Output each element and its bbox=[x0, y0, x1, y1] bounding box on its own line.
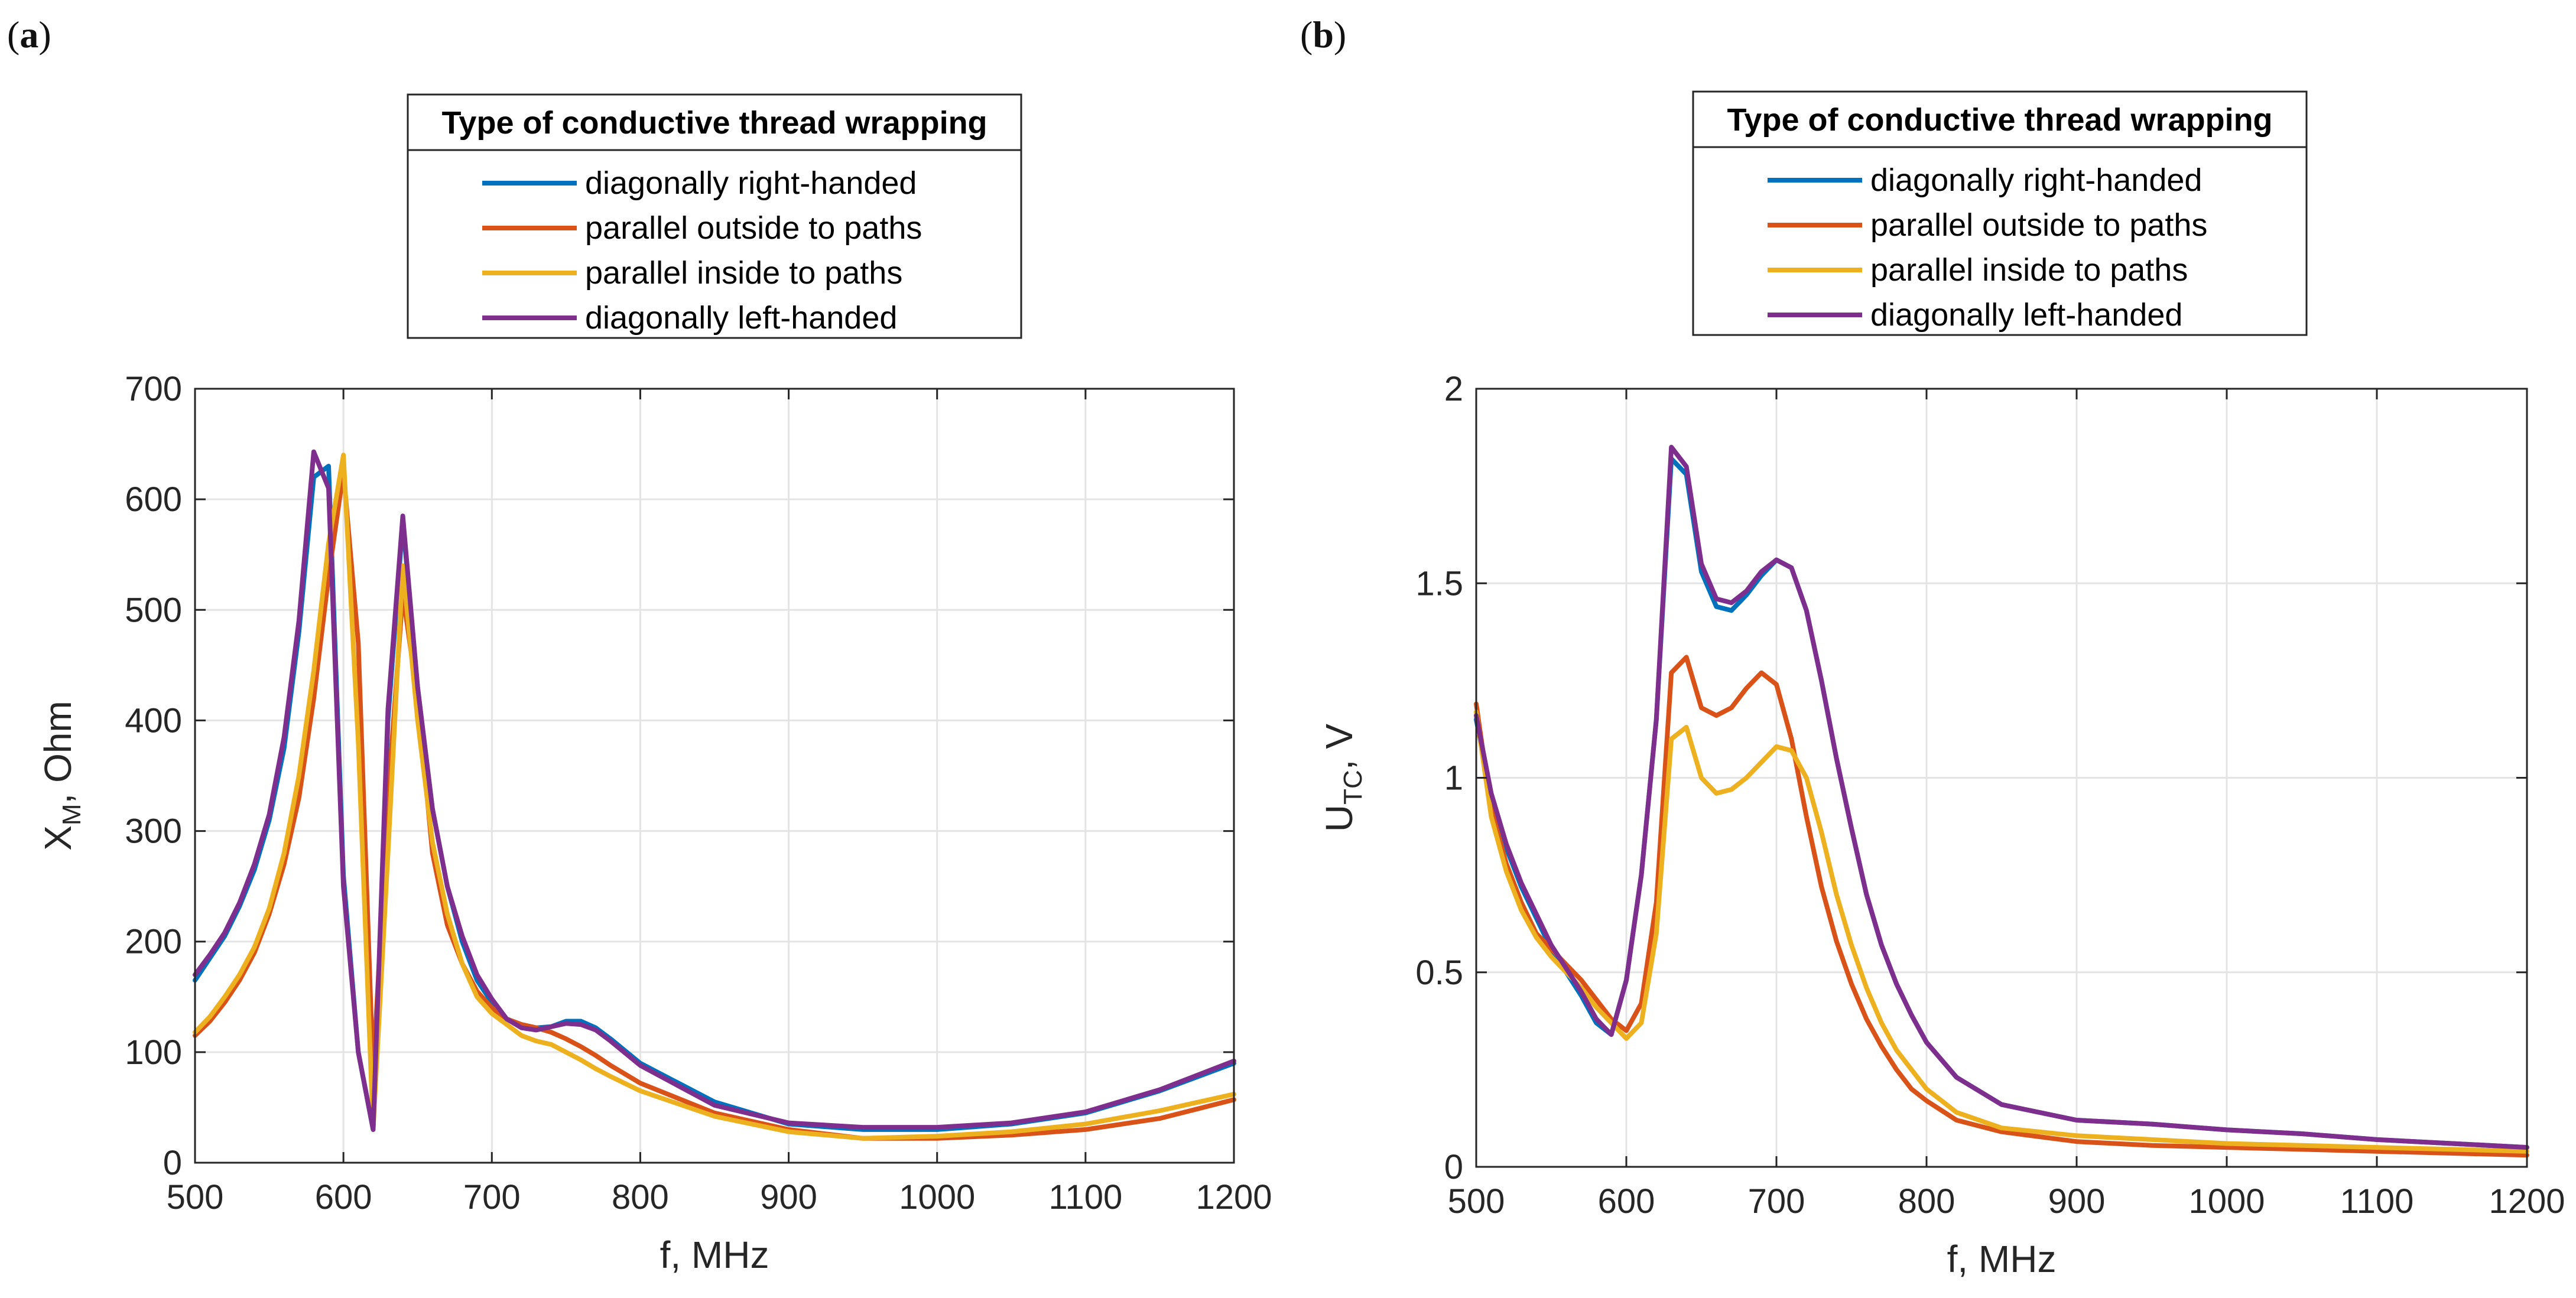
y-tick-label-a: 100 bbox=[125, 1033, 182, 1072]
x-tick-label-a: 1100 bbox=[1048, 1178, 1122, 1216]
y-tick-label-a: 0 bbox=[163, 1144, 182, 1182]
legend-box-b bbox=[1692, 90, 2308, 336]
x-axis-label-a: f, MHz bbox=[660, 1234, 769, 1276]
y-axis-label-a: XM, Ohm bbox=[37, 701, 86, 851]
legend-label-a-4: diagonally left-handed bbox=[585, 300, 897, 336]
chart-panel-a: (a) 500 600 700 800 900 1000 1100 1200 0 100 200 300… bbox=[7, 14, 1272, 1276]
legend-label-b-1: diagonally right-handed bbox=[1870, 162, 2202, 198]
y-tick-label-b: 1.5 bbox=[1415, 564, 1463, 603]
y-tick-label-a: 400 bbox=[125, 701, 182, 740]
x-tick-label-a: 600 bbox=[315, 1178, 372, 1216]
legend-label-a-3: parallel inside to paths bbox=[585, 255, 902, 291]
panel-label-b: (b) bbox=[1300, 14, 1346, 56]
series-line-a-4 bbox=[193, 449, 1236, 1132]
legend-title-a: Type of conductive thread wrapping bbox=[441, 105, 987, 141]
y-tick-label-a: 200 bbox=[125, 923, 182, 961]
legend-b: Type of conductive thread wrapping diagon… bbox=[1692, 90, 2308, 336]
x-axis-label-b: f, MHz bbox=[1947, 1238, 2057, 1280]
x-tick-label-b: 500 bbox=[1448, 1182, 1505, 1221]
y-tick-label-a: 600 bbox=[125, 480, 182, 519]
panel-label-a: (a) bbox=[7, 14, 51, 56]
plot-area-a bbox=[195, 389, 1234, 1163]
x-tick-label-a: 500 bbox=[167, 1178, 224, 1216]
x-tick-label-b: 700 bbox=[1748, 1182, 1805, 1221]
legend-label-b-2: parallel outside to paths bbox=[1870, 207, 2207, 243]
x-tick-label-a: 1000 bbox=[899, 1178, 975, 1216]
y-tick-label-a: 300 bbox=[125, 812, 182, 851]
series-line-b-2 bbox=[1474, 655, 2529, 1158]
y-axis-label-b: UTC, V bbox=[1318, 724, 1367, 832]
legend-label-b-3: parallel inside to paths bbox=[1870, 252, 2188, 288]
y-tick-label-b: 0.5 bbox=[1415, 954, 1463, 992]
y-tick-label-a: 700 bbox=[125, 370, 182, 408]
legend-label-a-2: parallel outside to paths bbox=[585, 210, 922, 246]
x-tick-label-b: 1100 bbox=[2340, 1182, 2414, 1221]
legend-label-b-4: diagonally left-handed bbox=[1870, 297, 2182, 333]
plot-frame-a bbox=[194, 388, 1235, 1164]
y-tick-label-b: 2 bbox=[1444, 370, 1463, 408]
series-line-a-3 bbox=[193, 453, 1236, 1141]
legend-box-a bbox=[407, 93, 1022, 339]
x-tick-label-b: 1200 bbox=[2489, 1182, 2565, 1221]
y-tick-label-a: 500 bbox=[125, 591, 182, 629]
x-tick-label-a: 700 bbox=[463, 1178, 521, 1216]
legend-title-b: Type of conductive thread wrapping bbox=[1727, 102, 2272, 138]
x-tick-label-b: 600 bbox=[1598, 1182, 1655, 1221]
legend-label-a-1: diagonally right-handed bbox=[585, 165, 917, 201]
legend-a: Type of conductive thread wrapping diagon… bbox=[407, 93, 1022, 339]
x-tick-label-b: 1000 bbox=[2188, 1182, 2265, 1221]
x-tick-label-b: 800 bbox=[1898, 1182, 1955, 1221]
x-tick-label-a: 1200 bbox=[1196, 1178, 1272, 1216]
chart-panel-b: (b) 500 600 700 800 900 1000 1100 1200 0 0.5 1 1.5 2 f… bbox=[1288, 0, 2576, 1298]
y-tick-label-b: 0 bbox=[1444, 1148, 1463, 1186]
x-tick-label-a: 900 bbox=[760, 1178, 817, 1216]
x-tick-label-a: 800 bbox=[612, 1178, 669, 1216]
chart-b-svg: (b) 500 600 700 800 900 1000 1100 1200 0 0.5 1 1.5 2 f… bbox=[1300, 14, 2565, 1280]
y-tick-label-b: 1 bbox=[1444, 759, 1463, 798]
series-line-b-4 bbox=[1474, 444, 2529, 1150]
chart-a-svg: (a) 500 600 700 800 900 1000 1100 1200 0 100 200 300… bbox=[7, 14, 1272, 1276]
x-tick-label-b: 900 bbox=[2048, 1182, 2106, 1221]
